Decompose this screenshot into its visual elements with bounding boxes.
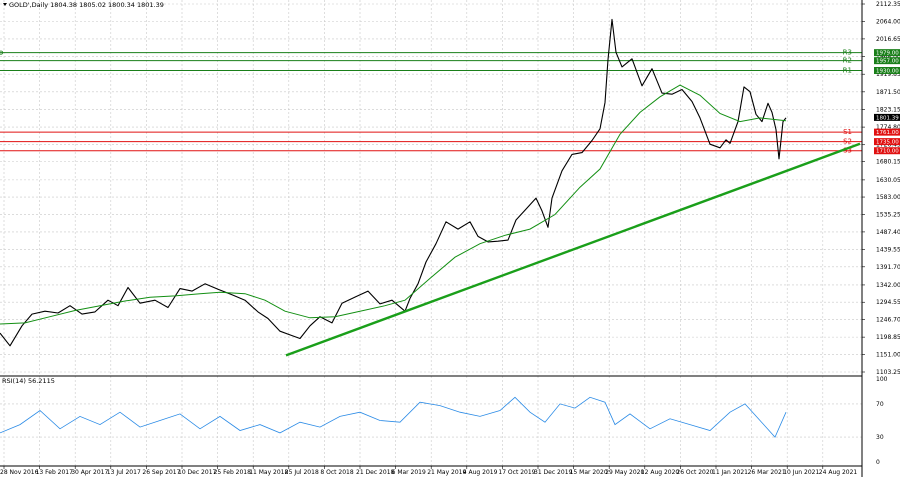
rsi-line (0, 396, 787, 438)
level-price-box (874, 113, 900, 121)
level-name-r3: R3 (843, 49, 852, 57)
date-tick-label: 4 Aug 2019 (463, 469, 498, 476)
level-name-s2: S2 (843, 138, 852, 146)
price-tick-label: 1774.80 (876, 124, 900, 131)
date-tick-label: 28 Nov 2016 (0, 469, 39, 476)
date-tick-label: 11 Jan 2021 (712, 469, 748, 476)
date-tick-label: 30 Apr 2017 (71, 469, 108, 476)
price-tick-label: 1968.00 (876, 54, 900, 61)
level-anchor-handle[interactable] (0, 50, 3, 55)
level-price-box (874, 138, 900, 146)
date-tick-label: 26 Sep 2017 (142, 469, 180, 476)
level-price-box (874, 128, 900, 136)
rsi-tick-label: 0 (876, 459, 880, 466)
date-tick-label: 26 Oct 2020 (676, 469, 713, 476)
date-tick-label: 31 Dec 2019 (534, 469, 573, 476)
level-price-label: 1930.00 (876, 68, 899, 74)
date-tick-label: 26 Mar 2021 (748, 469, 786, 476)
price-tick-label: 2016.65 (876, 36, 900, 43)
rsi-axis: 100 70 30 0 (876, 376, 888, 466)
level-name-r2: R2 (843, 57, 852, 65)
price-tick-label: 1535.25 (876, 211, 900, 218)
price-tick-label: 1726.45 (876, 142, 900, 149)
rsi-tick-label: 70 (876, 401, 884, 408)
level-name-s1: S1 (843, 128, 852, 136)
price-tick-label: 1246.70 (876, 317, 900, 324)
price-tick-label: 1871.50 (876, 89, 900, 96)
date-tick-label: 11 May 2018 (249, 469, 288, 476)
rsi-tick-label: 30 (876, 434, 884, 441)
price-axis: 2112.35 2064.00 2016.65 1968.00 1919.85 1871.… (862, 1, 900, 376)
level-price-box (874, 57, 900, 65)
level-price-box (874, 66, 900, 74)
date-tick-label: 6 Mar 2019 (392, 469, 426, 476)
level-price-label: 1735.00 (876, 140, 899, 146)
trendline-group[interactable] (285, 142, 861, 357)
rsi-label: RSI(14) 56.2115 (2, 377, 55, 385)
trendline[interactable] (285, 142, 861, 357)
date-tick-label: 29 May 2020 (605, 469, 644, 476)
date-tick-label: 13 Feb 2017 (36, 469, 74, 476)
level-price-label: 1801.39 (876, 115, 899, 121)
price-tick-label: 2064.00 (876, 19, 900, 26)
price-tick-label: 1439.55 (876, 246, 900, 253)
price-tick-label: 1680.15 (876, 159, 900, 166)
date-tick-label: 21 May 2019 (427, 469, 466, 476)
level-price-label: 1710.00 (876, 149, 899, 155)
grid (0, 0, 862, 466)
date-tick-label: 8 Oct 2018 (320, 469, 353, 476)
level-price-label: 1979.00 (876, 51, 899, 57)
date-tick-label: 10 Jun 2021 (783, 469, 819, 476)
price-tick-label: 1630.05 (876, 177, 900, 184)
price-tick-label: 2112.35 (876, 1, 900, 8)
price-tick-label: 1103.25 (876, 369, 900, 376)
price-tick-label: 1151.00 (876, 352, 900, 359)
date-tick-label: 24 Aug 2021 (819, 469, 858, 476)
date-tick-label: 13 Jul 2017 (107, 469, 141, 476)
price-tick-label: 1919.85 (876, 71, 900, 78)
price-line (0, 18, 787, 347)
level-price-box (874, 49, 900, 57)
date-tick-label: 12 Aug 2020 (641, 469, 680, 476)
rsi-tick-label: 100 (876, 376, 888, 383)
series-group (0, 18, 787, 438)
date-tick-label: 25 Feb 2018 (214, 469, 252, 476)
price-tick-label: 1583.00 (876, 194, 900, 201)
moving-average-line (0, 84, 787, 325)
level-name-s3: S3 (843, 147, 852, 155)
level-price-label: 1761.00 (876, 130, 899, 136)
price-tick-label: 1294.55 (876, 299, 900, 306)
date-tick-label: 17 Oct 2019 (498, 469, 535, 476)
dropdown-triangle-icon[interactable] (3, 3, 7, 6)
date-tick-label: 15 Mar 2020 (570, 469, 608, 476)
price-tick-label: 1391.70 (876, 264, 900, 271)
price-tick-label: 1823.15 (876, 106, 900, 113)
level-price-label: 1957.00 (876, 59, 899, 65)
level-name-r1: R1 (843, 66, 852, 74)
date-tick-label: 10 Dec 2017 (178, 469, 217, 476)
price-tick-label: 1198.85 (876, 334, 900, 341)
support-resistance-levels[interactable]: R3 1979.00 R2 1957.00 R1 1930.00 1801.39 S1 1761… (0, 49, 900, 155)
price-tick-label: 1487.40 (876, 229, 900, 236)
level-price-box (874, 147, 900, 155)
date-tick-label: 21 Dec 2018 (356, 469, 395, 476)
chart-header: GOLD',Daily 1804.38 1805.02 1800.34 1801… (9, 1, 164, 9)
price-tick-label: 1342.00 (876, 282, 900, 289)
date-tick-label: 25 Jul 2018 (285, 469, 319, 476)
